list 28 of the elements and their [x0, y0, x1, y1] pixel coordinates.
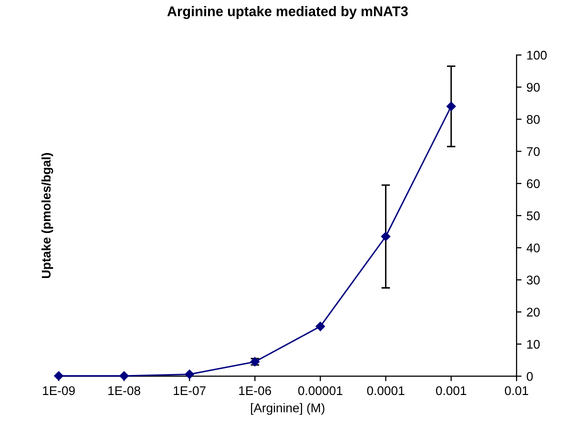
y-tick-label: 30 [526, 276, 540, 284]
y-tick-label: 70 [526, 147, 540, 156]
x-tick-label: 1E-07 [174, 386, 206, 396]
x-tick-label: 1E-06 [239, 386, 272, 396]
x-tick-label: 0.0001 [367, 386, 404, 396]
x-tick-label: 0.001 [436, 386, 466, 396]
y-tick-label: 90 [526, 82, 540, 92]
y-tick-label: 60 [526, 179, 540, 188]
x-tick-label: 0.00001 [298, 386, 342, 396]
x-axis-title: [Arginine] (M) [251, 403, 324, 415]
y-tick-label: 0 [526, 372, 533, 381]
point [446, 102, 456, 112]
point [119, 371, 129, 381]
point [316, 322, 325, 332]
x-tick-label: 1E-08 [108, 386, 140, 396]
y-tick-label: 100 [527, 50, 547, 60]
y-tick-label: 80 [526, 115, 540, 124]
point [381, 232, 390, 242]
x-tick-label: 0.01 [504, 386, 528, 396]
y-tick-label: 40 [526, 244, 540, 252]
y-tick-label: 20 [526, 308, 540, 317]
chart-title: Arginine uptake mediated by mNAT3 [167, 6, 408, 20]
point [184, 370, 194, 379]
point [54, 371, 64, 381]
y-tick-label: 10 [527, 340, 540, 349]
y-axis-title: Uptake (pmoles/bgal) [41, 153, 54, 278]
y-tick-label: 50 [526, 211, 540, 220]
x-tick-label: 1E-09 [42, 386, 75, 396]
